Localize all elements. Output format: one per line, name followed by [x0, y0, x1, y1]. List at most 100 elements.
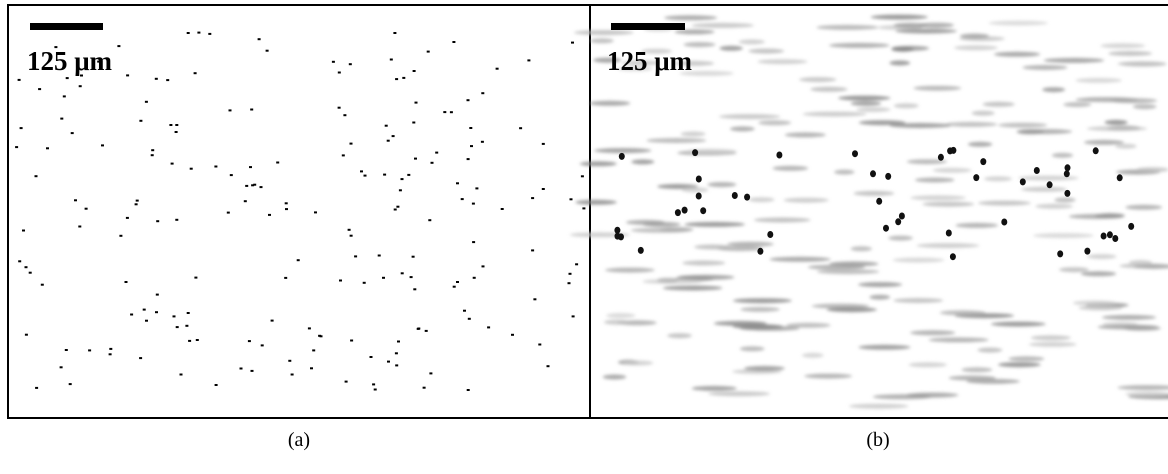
- particle: [541, 188, 545, 190]
- particle: [456, 281, 459, 283]
- particle-image: [869, 294, 890, 300]
- focused-particle: [876, 197, 883, 205]
- particle: [571, 41, 574, 44]
- particle-image: [1125, 391, 1168, 397]
- particle: [349, 142, 353, 145]
- particle: [430, 161, 434, 164]
- particle: [185, 324, 189, 327]
- particle: [360, 170, 363, 173]
- particle-image: [589, 100, 631, 106]
- particle: [475, 187, 479, 190]
- particle-image: [1083, 139, 1125, 145]
- particle-image: [1028, 341, 1077, 347]
- particle: [414, 101, 418, 104]
- particle-image: [916, 243, 980, 249]
- particle: [466, 158, 470, 161]
- particle: [126, 74, 130, 77]
- particle-image: [1051, 152, 1074, 158]
- particle: [270, 319, 274, 322]
- particle: [487, 326, 491, 329]
- particle: [460, 198, 464, 201]
- particle-image: [998, 122, 1048, 128]
- particle: [108, 353, 112, 356]
- particle: [35, 386, 39, 389]
- particle: [34, 175, 38, 178]
- scale-bar: [30, 23, 103, 30]
- particle-image: [590, 38, 614, 44]
- particle-image: [967, 141, 993, 147]
- focused-particle: [744, 193, 751, 201]
- particle: [251, 184, 255, 187]
- focused-particle: [1046, 181, 1053, 189]
- particle: [169, 124, 173, 126]
- particle: [260, 344, 264, 347]
- particle: [435, 151, 439, 154]
- particle: [285, 208, 288, 211]
- particle-image: [1108, 51, 1152, 56]
- particle: [575, 263, 579, 266]
- particle: [456, 182, 459, 185]
- particle: [243, 200, 247, 203]
- particle: [429, 372, 433, 375]
- particle-image: [1020, 129, 1073, 135]
- particle: [519, 127, 523, 130]
- particle-image: [991, 321, 1046, 327]
- particle: [65, 77, 69, 80]
- particle: [527, 59, 531, 62]
- caption: (b): [866, 429, 889, 451]
- particle: [229, 174, 233, 177]
- particle-image: [739, 346, 765, 352]
- particle: [170, 162, 174, 165]
- particle-image: [961, 367, 993, 373]
- focused-particle: [700, 207, 707, 215]
- focused-particle: [949, 253, 956, 261]
- particle-image: [719, 45, 743, 51]
- particle-image: [667, 333, 692, 339]
- particle-image: [893, 22, 928, 28]
- particle: [339, 279, 342, 282]
- focused-particle: [937, 153, 944, 161]
- focused-particle: [731, 192, 738, 199]
- blur-layer: [569, 14, 1168, 409]
- particle-image: [893, 103, 919, 109]
- particle-image: [906, 159, 948, 165]
- particle: [247, 340, 251, 343]
- particle-image: [895, 28, 957, 34]
- particle: [312, 349, 316, 352]
- particle: [428, 219, 432, 222]
- particle: [174, 131, 178, 133]
- scale-label: 125 μm: [27, 46, 113, 76]
- particle: [481, 265, 485, 268]
- panel-a: [7, 4, 591, 419]
- particle: [59, 366, 63, 369]
- particle-image: [870, 14, 928, 20]
- particle-image: [691, 22, 754, 28]
- particle-image: [674, 29, 715, 35]
- particle: [288, 359, 292, 362]
- particle-image: [662, 285, 723, 291]
- particle: [154, 77, 158, 80]
- particle-image: [834, 169, 855, 175]
- particle: [546, 365, 550, 368]
- particle-image: [1054, 197, 1076, 203]
- particle: [188, 339, 192, 342]
- focused-particle: [695, 192, 702, 200]
- scale-label: 125 μm: [607, 46, 693, 76]
- particle-image: [978, 200, 1031, 206]
- particle: [350, 339, 354, 342]
- particle-image: [1033, 233, 1094, 239]
- particle: [495, 67, 499, 70]
- particle-image: [682, 260, 726, 266]
- particle-image: [816, 24, 879, 30]
- particle-image: [738, 39, 765, 45]
- particle: [394, 352, 398, 355]
- particle: [344, 380, 348, 383]
- particle-image: [955, 222, 999, 228]
- particle: [24, 266, 28, 269]
- particle: [62, 95, 66, 98]
- particle-image: [1117, 61, 1167, 67]
- particle: [155, 311, 158, 314]
- particle: [284, 202, 288, 205]
- particle-image: [683, 42, 716, 48]
